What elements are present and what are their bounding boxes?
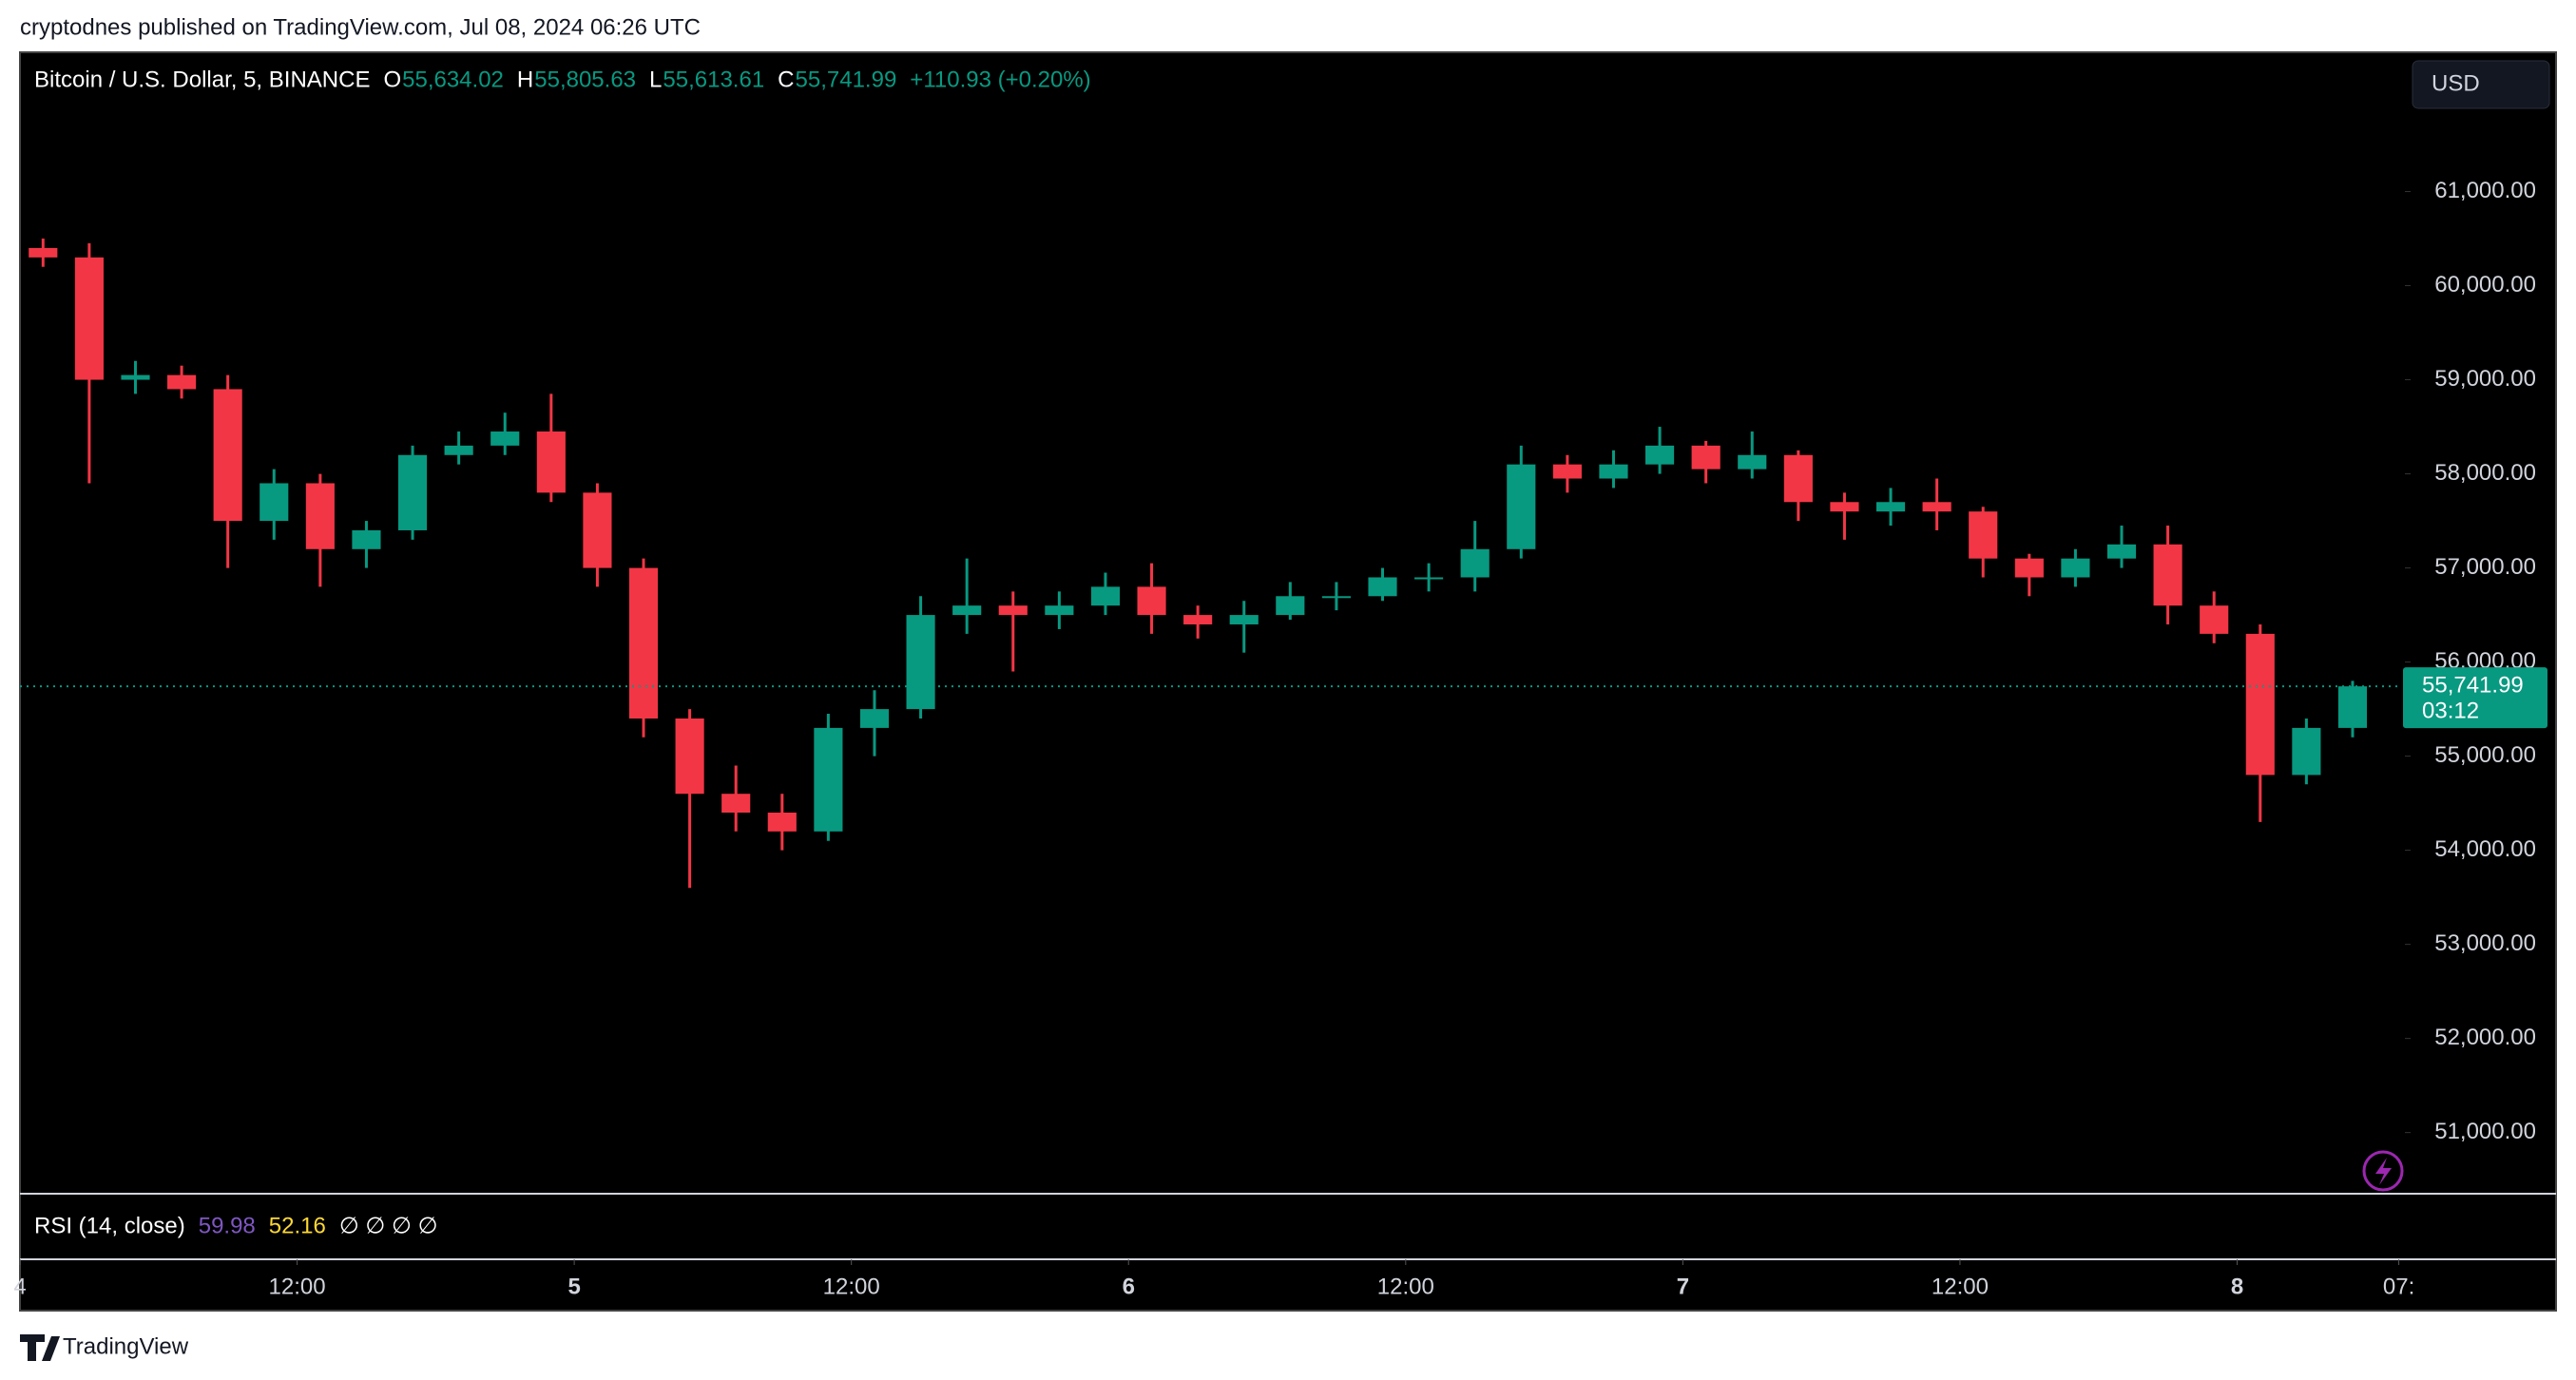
rsi-text: 59.98 [199,1213,256,1238]
candle-body [628,567,659,719]
rsi-text: RSI (14, close) [34,1213,185,1238]
y-tick-label: 61,000.00 [2434,178,2536,203]
candle-body [2337,686,2368,728]
candle-body [1045,605,1074,616]
legend-text: 55,613.61 [663,67,764,92]
brand-logo [20,1334,60,1361]
candle-body [1368,577,1397,597]
candle-body [1599,464,1628,479]
brand-name: TradingView [63,1333,189,1359]
last-price-label: 55,741.99 [2422,672,2524,698]
candle-body [74,257,104,380]
legend-text: +110.93 (+0.20%) [910,67,1090,92]
x-tick-label: 7 [1677,1274,1689,1299]
legend-text: 55,634.02 [402,67,504,92]
lightning-icon[interactable] [2362,1150,2404,1192]
x-tick-label: 8 [2231,1274,2243,1299]
y-tick-label: 60,000.00 [2434,272,2536,297]
candle-body [1691,445,1721,470]
candle-body [952,605,982,616]
y-tick-label: 51,000.00 [2434,1119,2536,1144]
candle-body [814,727,843,832]
y-tick-label: 54,000.00 [2434,836,2536,862]
candle-body [1645,445,1675,465]
candle-body [1969,511,1998,559]
candle-body [2014,558,2044,578]
candle-body [2061,558,2090,578]
chart-panel [19,51,2557,1312]
candle-body [1922,502,1951,512]
candle-body [2153,544,2182,606]
currency-label[interactable]: USD [2432,70,2480,96]
candle-body [29,247,58,258]
candle-body [2292,727,2321,776]
x-tick-label: 12:00 [1377,1274,1434,1299]
y-tick-label: 53,000.00 [2434,930,2536,956]
candle-body [1552,464,1582,479]
x-tick-label: 12:00 [1932,1274,1989,1299]
candle-body [121,374,150,380]
candle-body [213,389,242,522]
x-tick-label: 5 [567,1274,580,1299]
rsi-text: 52.16 [269,1213,326,1238]
countdown-label: 03:12 [2422,698,2479,723]
candle-body [260,483,289,522]
candle-body [1183,615,1213,624]
candle-body [1738,454,1767,470]
candle-body [583,492,612,568]
legend: Bitcoin / U.S. Dollar, 5, BINANCE O 55,634… [34,67,1091,92]
x-tick-label: 6 [1123,1274,1135,1299]
currency-button[interactable] [2412,60,2550,109]
x-tick-label: 4 [13,1274,26,1299]
candle-body [1321,596,1351,599]
y-tick-label: 55,000.00 [2434,742,2536,768]
legend-text: O [383,67,401,92]
candle-body [1137,586,1166,616]
candle-body [536,431,566,493]
candle-body [1783,454,1813,503]
candle-body [1090,586,1121,606]
candle-body [1414,577,1444,580]
candle-body [1276,596,1305,616]
legend-text: 55,741.99 [796,67,897,92]
y-tick-label: 52,000.00 [2434,1025,2536,1050]
candle-body [2245,633,2275,776]
legend-text: C [778,67,794,92]
legend-text: Bitcoin / U.S. Dollar, 5, BINANCE [34,67,370,92]
candle-body [167,374,197,390]
lightning-glyph [2375,1158,2392,1185]
candle-body [1830,502,1859,512]
candle-body [1875,502,1906,512]
legend-text: 55,805.63 [534,67,636,92]
candle-body [721,794,751,814]
candle-body [906,615,935,710]
x-tick-label: 12:00 [269,1274,326,1299]
candle-body [444,445,473,455]
x-tick-label: 07: [2383,1274,2414,1299]
y-tick-label: 57,000.00 [2434,554,2536,580]
candle-body [1507,464,1536,549]
candle-body [1460,548,1490,578]
candle-body [2106,544,2137,559]
candle-body [859,709,890,728]
rsi-text: ∅ ∅ ∅ ∅ [339,1213,438,1238]
candle-body [1229,615,1259,624]
last-price-box [2403,667,2547,729]
candle-body [490,431,520,446]
candle-body [305,483,335,549]
publisher-line: cryptodnes published on TradingView.com,… [20,14,701,40]
legend-text: L [649,67,662,92]
candle-body [998,605,1028,616]
candle-body [397,454,428,530]
y-tick-label: 58,000.00 [2434,460,2536,486]
y-tick-label: 59,000.00 [2434,366,2536,392]
candle-body [352,529,381,549]
x-tick-label: 12:00 [823,1274,880,1299]
candle-body [675,718,704,795]
candle-body [2200,605,2229,634]
legend-text: H [517,67,533,92]
candle-body [767,813,797,832]
